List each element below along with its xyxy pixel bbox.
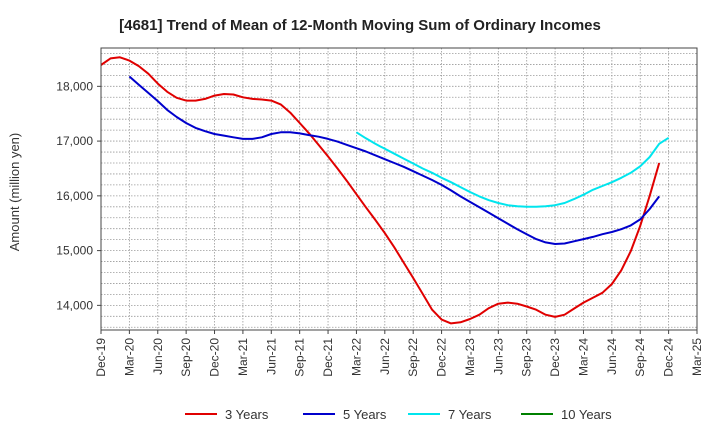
legend-label: 5 Years [343, 407, 387, 422]
x-tick-label: Mar-24 [576, 338, 590, 376]
x-tick-label: Mar-21 [236, 338, 250, 376]
legend: 3 Years 5 Years 7 Years 10 Years [185, 407, 612, 422]
y-tick-label: 17,000 [56, 134, 93, 148]
x-tick-label: Mar-22 [349, 338, 363, 376]
x-tick-label: Sep-22 [406, 338, 420, 377]
x-tick-label: Dec-24 [662, 338, 676, 377]
y-axis-ticks: 14,000 15,000 16,000 17,000 18,000 [56, 79, 101, 312]
x-tick-label: Dec-22 [435, 338, 449, 377]
y-axis-label: Amount (million yen) [7, 133, 22, 252]
plot-series [100, 56, 670, 325]
series-line-7-years [355, 131, 670, 208]
grid [101, 48, 697, 330]
x-tick-label: Sep-24 [633, 338, 647, 377]
y-tick-label: 14,000 [56, 298, 93, 312]
x-tick-label: Dec-19 [94, 338, 108, 377]
x-axis-ticks: Dec-19 Mar-20 Jun-20 Sep-20 Dec-20 Mar-21 Jun-… [94, 330, 704, 377]
x-tick-label: Dec-23 [548, 338, 562, 377]
legend-label: 10 Years [561, 407, 612, 422]
x-tick-label: Jun-24 [605, 338, 619, 375]
x-tick-label: Jun-23 [491, 338, 505, 375]
y-tick-label: 15,000 [56, 244, 93, 258]
x-tick-label: Mar-23 [463, 338, 477, 376]
x-tick-label: Sep-23 [520, 338, 534, 377]
x-tick-label: Mar-20 [122, 338, 136, 376]
chart-title: [4681] Trend of Mean of 12-Month Moving … [119, 17, 601, 34]
y-tick-label: 16,000 [56, 189, 93, 203]
x-tick-label: Sep-20 [179, 338, 193, 377]
x-tick-label: Dec-21 [321, 338, 335, 377]
x-tick-label: Dec-20 [208, 338, 222, 377]
plot-frame [100, 47, 698, 331]
x-tick-label: Jun-20 [151, 338, 165, 375]
legend-label: 7 Years [448, 407, 492, 422]
x-tick-label: Jun-21 [264, 338, 278, 375]
series-line-5-years [128, 75, 660, 245]
legend-label: 3 Years [225, 407, 269, 422]
series-line-3-years [100, 56, 661, 325]
x-tick-label: Jun-22 [378, 338, 392, 375]
x-tick-label: Mar-25 [690, 338, 704, 376]
y-tick-label: 18,000 [56, 79, 93, 93]
x-tick-label: Sep-21 [293, 338, 307, 377]
